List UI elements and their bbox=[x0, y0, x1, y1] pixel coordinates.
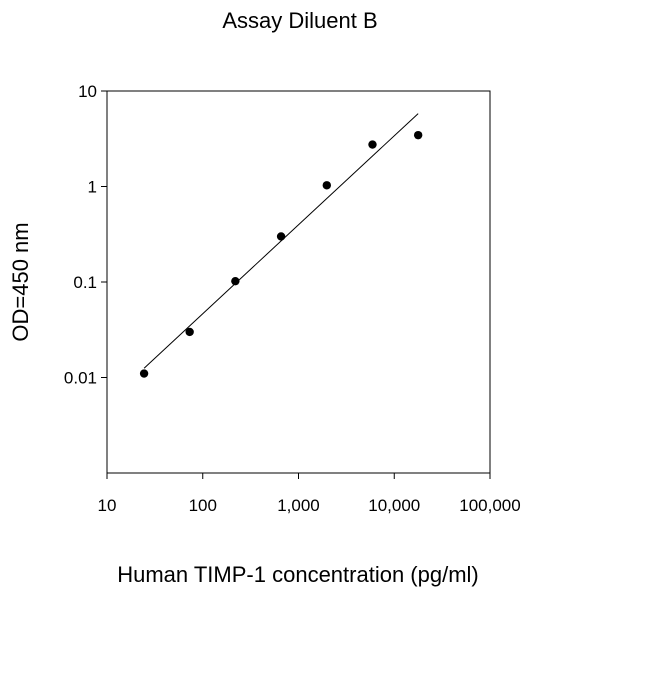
plot-frame bbox=[106, 90, 491, 474]
data-point bbox=[322, 181, 332, 190]
plot-area bbox=[106, 90, 491, 474]
data-point bbox=[231, 276, 240, 286]
data-points bbox=[139, 130, 423, 378]
y-tick-label: 0.1 bbox=[73, 273, 97, 292]
y-tick-label: 0.01 bbox=[64, 369, 97, 388]
x-axis-label: Human TIMP-1 concentration (pg/ml) bbox=[117, 562, 479, 587]
x-tick-label: 1,000 bbox=[277, 496, 320, 515]
x-axis: 10 100 1,000 10,000 100,000 bbox=[98, 473, 521, 515]
x-tick-label: 100 bbox=[189, 496, 217, 515]
y-axis-label: OD=450 nm bbox=[8, 222, 33, 341]
y-axis: 0.01 0.1 1 10 bbox=[64, 82, 107, 388]
x-tick-label: 10,000 bbox=[368, 496, 420, 515]
chart-title: Assay Diluent B bbox=[222, 8, 377, 33]
fit-line-layer bbox=[143, 113, 419, 369]
x-tick-label: 10 bbox=[98, 496, 117, 515]
data-point bbox=[139, 369, 149, 378]
data-point bbox=[276, 232, 286, 241]
x-tick-label: 100,000 bbox=[459, 496, 520, 515]
data-point bbox=[368, 140, 377, 149]
fit-line bbox=[143, 113, 419, 369]
data-point bbox=[185, 327, 194, 337]
y-tick-label: 10 bbox=[78, 82, 97, 101]
data-point bbox=[413, 130, 423, 140]
y-tick-label: 1 bbox=[88, 178, 97, 197]
